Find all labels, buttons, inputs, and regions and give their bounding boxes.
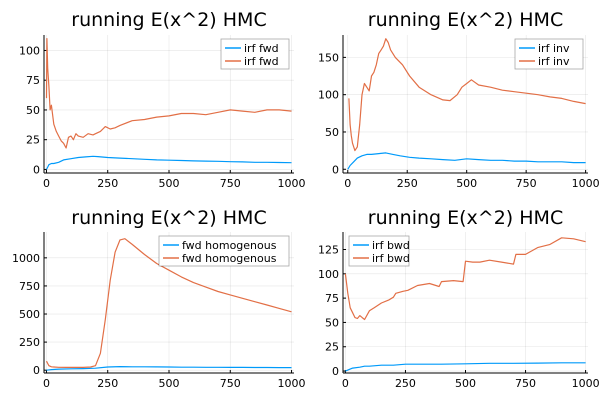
legend-box — [514, 38, 584, 70]
legend-box — [220, 38, 290, 70]
series-line-1 — [46, 366, 292, 371]
x-tick-label: 0 — [344, 177, 351, 190]
series-line-1 — [347, 152, 586, 170]
series-line-2 — [348, 38, 586, 152]
x-tick-label: 0 — [43, 377, 50, 390]
x-tick-label: 250 — [395, 377, 416, 390]
legend-label: irf fwd — [244, 42, 279, 55]
series-line-1 — [345, 362, 586, 372]
x-tick-label: 500 — [456, 177, 477, 190]
x-tick-label: 750 — [516, 177, 537, 190]
x-tick-label: 250 — [97, 377, 118, 390]
legend-label: fwd homogenous — [182, 252, 277, 265]
y-tick-label: 1000 — [12, 252, 40, 265]
legend-label: fwd homogenous — [182, 239, 277, 252]
x-tick-label: 0 — [342, 377, 349, 390]
y-tick-label: 25 — [325, 341, 339, 354]
x-tick-label: 1000 — [572, 377, 600, 390]
chart-panel-1: running E(x^2) HMC 0 250 500 750 1000 0 25 50 75 1… — [19, 9, 306, 190]
legend-label: irf inv — [538, 42, 570, 55]
y-tick-label: 25 — [26, 134, 40, 147]
y-tick-label: 0 — [332, 365, 339, 378]
y-tick-label: 50 — [325, 316, 339, 329]
y-tick-label: 500 — [19, 308, 40, 321]
legend-label: irf bwd — [372, 252, 410, 265]
y-tick-label: 100 — [318, 89, 339, 102]
chart-title: running E(x^2) HMC — [368, 9, 563, 31]
legend-label: irf fwd — [244, 55, 279, 68]
y-tick-label: 0 — [33, 163, 40, 176]
x-tick-label: 250 — [397, 177, 418, 190]
chart-title: running E(x^2) HMC — [71, 9, 266, 31]
legend-label: irf bwd — [372, 239, 410, 252]
x-tick-label: 750 — [220, 177, 241, 190]
x-tick-label: 1000 — [278, 377, 306, 390]
series-line-1 — [45, 155, 292, 170]
legend-box — [158, 235, 290, 267]
y-tick-label: 750 — [19, 280, 40, 293]
x-tick-label: 500 — [455, 377, 476, 390]
x-tick-label: 750 — [220, 377, 241, 390]
y-tick-label: 50 — [26, 104, 40, 117]
y-tick-label: 75 — [26, 74, 40, 87]
y-tick-label: 100 — [318, 268, 339, 281]
legend-box — [348, 235, 410, 267]
y-tick-label: 100 — [19, 44, 40, 57]
y-tick-label: 0 — [33, 364, 40, 377]
chart-title: running E(x^2) HMC — [71, 207, 266, 229]
x-tick-label: 250 — [97, 177, 118, 190]
x-tick-label: 1000 — [572, 177, 600, 190]
legend-label: irf inv — [538, 55, 570, 68]
chart-panel-4: running E(x^2) HMC 0 250 500 750 1000 0 25 50 75 1… — [318, 207, 600, 390]
chart-panel-3: running E(x^2) HMC 0 250 500 750 1000 0 250 500 7… — [12, 207, 306, 390]
chart-panel-2: running E(x^2) HMC 0 250 500 750 1000 0 50 100 15… — [318, 9, 600, 190]
chart-title: running E(x^2) HMC — [368, 207, 563, 229]
x-tick-label: 750 — [515, 377, 536, 390]
x-tick-label: 500 — [159, 377, 180, 390]
x-tick-label: 0 — [43, 177, 50, 190]
y-tick-label: 150 — [318, 51, 339, 64]
series-line-2 — [45, 37, 292, 149]
series-line-2 — [45, 238, 292, 368]
series-line-2 — [344, 237, 586, 321]
y-tick-label: 125 — [318, 244, 339, 257]
y-tick-label: 0 — [332, 163, 339, 176]
x-tick-label: 1000 — [278, 177, 306, 190]
y-tick-label: 75 — [325, 292, 339, 305]
x-tick-label: 500 — [159, 177, 180, 190]
y-tick-label: 50 — [325, 126, 339, 139]
y-tick-label: 250 — [19, 336, 40, 349]
